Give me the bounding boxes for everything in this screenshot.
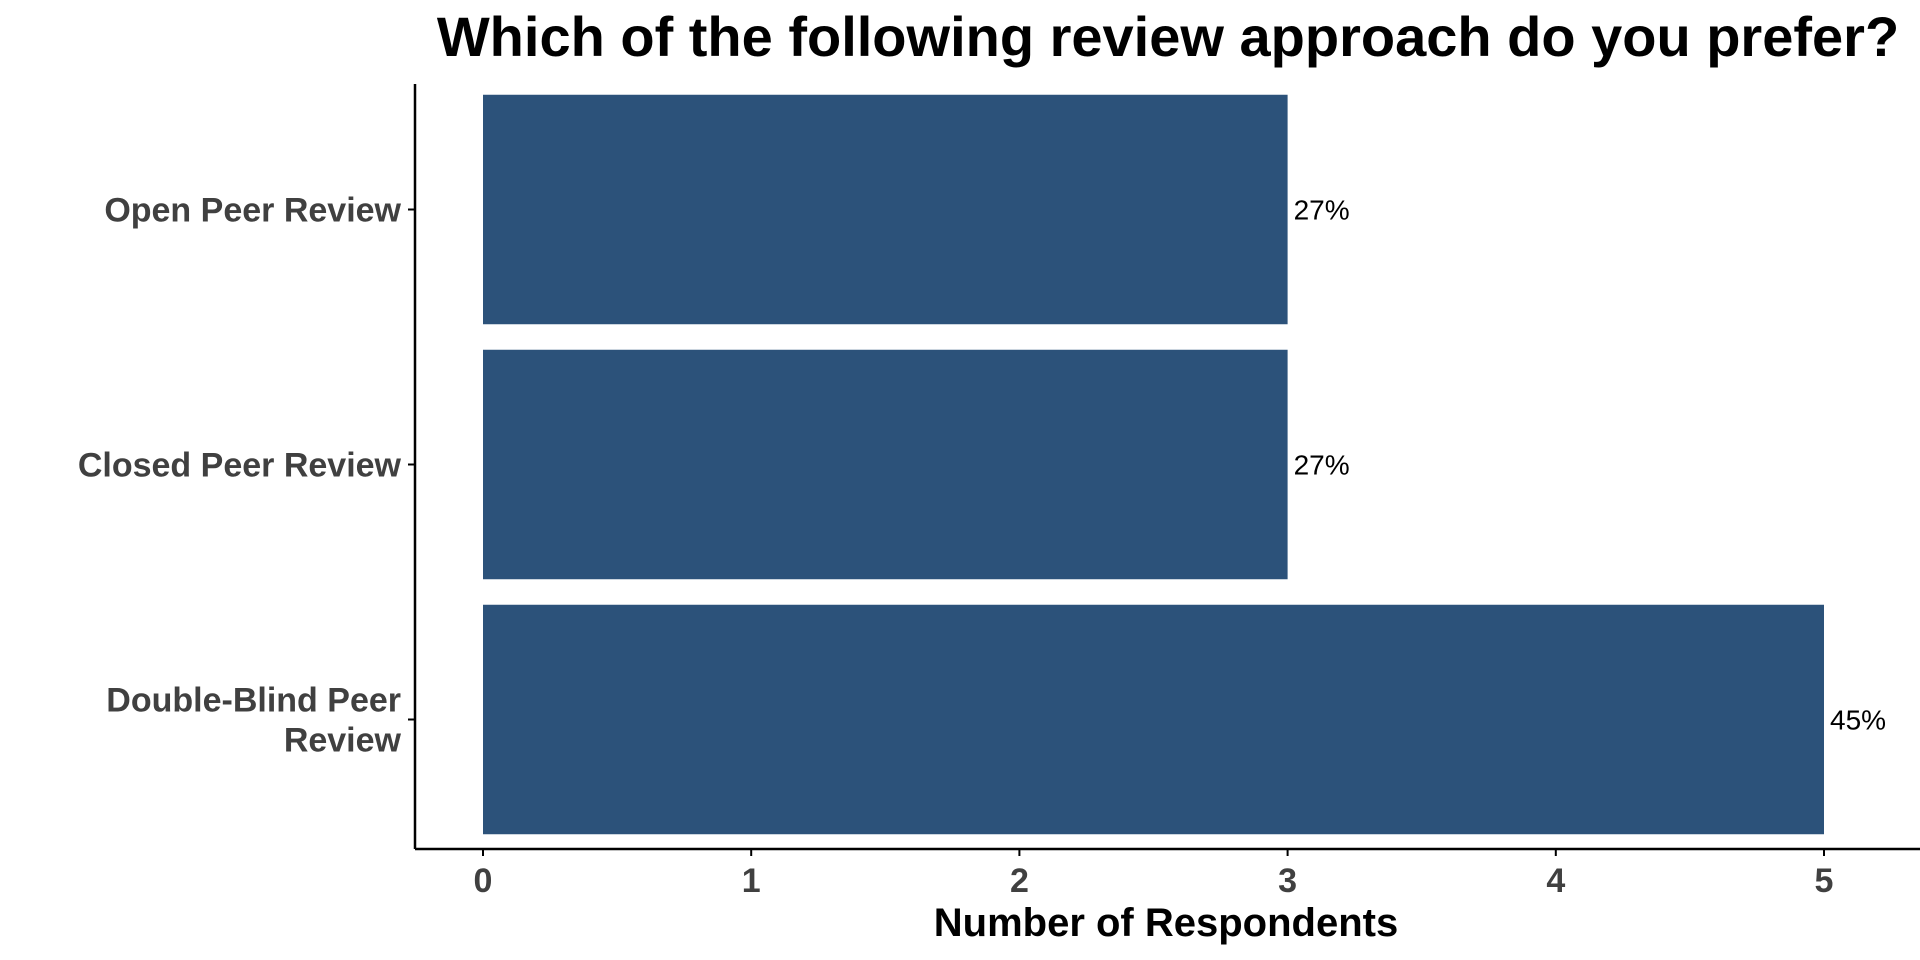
bars-layer <box>483 94 1824 835</box>
y-tick-label: Open Peer Review <box>104 192 401 230</box>
x-tick-label: 2 <box>1010 862 1029 900</box>
bar-data-label: 27% <box>1294 450 1350 481</box>
y-tick-label: Closed Peer Review <box>78 447 402 485</box>
x-tick-label: 0 <box>474 862 493 900</box>
y-tick-labels: Open Peer Review Closed Peer Review Double… <box>78 192 415 760</box>
bar-data-label: 45% <box>1830 705 1886 736</box>
x-tick-label: 3 <box>1278 862 1297 900</box>
bar-data-label: 27% <box>1294 195 1350 226</box>
x-axis-title: Number of Respondents <box>934 901 1398 945</box>
y-tick-label-line: Open Peer Review <box>104 192 401 230</box>
y-tick-label-line: Double-Blind Peer <box>106 682 401 720</box>
chart-title: Which of the following review approach d… <box>437 5 1899 68</box>
bar <box>483 349 1288 580</box>
bar <box>483 94 1288 325</box>
x-tick-label: 1 <box>742 862 761 900</box>
bar-data-labels: 27% 27% 45% <box>1294 195 1886 736</box>
y-tick-label: Double-Blind Peer Review <box>106 682 401 760</box>
x-tick-label: 4 <box>1546 862 1565 900</box>
bar <box>483 604 1824 835</box>
y-tick-label-line: Closed Peer Review <box>78 447 402 485</box>
x-tick-label: 5 <box>1815 862 1834 900</box>
y-tick-label-line: Review <box>284 722 402 760</box>
axes-layer <box>413 84 1920 851</box>
x-tick-labels: 0 1 2 3 4 5 <box>474 849 1834 900</box>
